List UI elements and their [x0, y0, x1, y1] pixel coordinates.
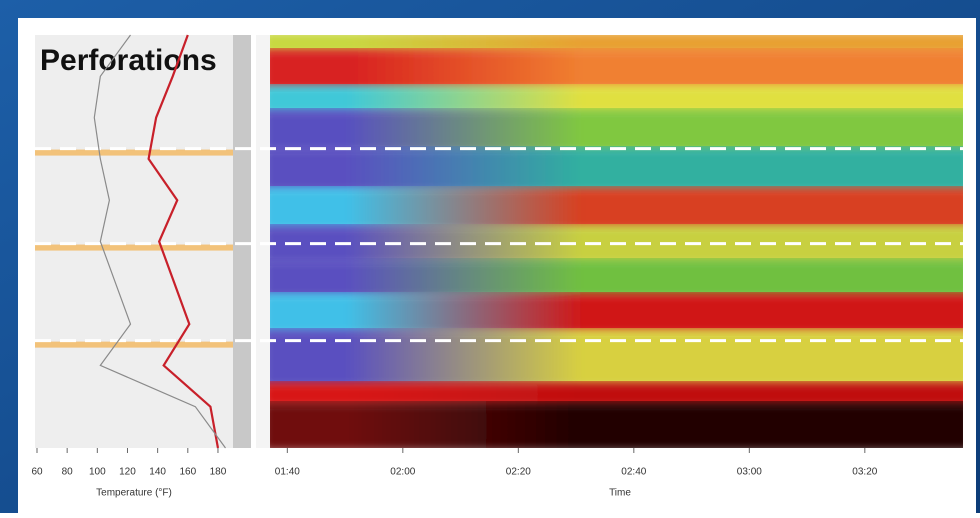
- chart-title: Perforations: [40, 44, 217, 77]
- divider: [256, 35, 270, 448]
- x-tick-label: 160: [179, 467, 196, 478]
- x-tick-label: 140: [149, 467, 166, 478]
- divider: [233, 35, 251, 448]
- x-tick-label: 03:00: [737, 467, 762, 478]
- x-tick-label: 02:00: [390, 467, 415, 478]
- heatmap: [262, 31, 972, 452]
- x-axis-label: Time: [609, 488, 631, 499]
- perforation-band: [35, 342, 233, 348]
- perforation-band: [35, 150, 233, 156]
- heat-band: [262, 401, 972, 452]
- x-tick-label: 120: [119, 467, 136, 478]
- x-tick-label: 60: [31, 467, 43, 478]
- perforation-band: [35, 245, 233, 251]
- x-axis-label: Temperature (°F): [96, 488, 172, 499]
- x-tick-label: 100: [89, 467, 106, 478]
- x-tick-label: 03:20: [852, 467, 877, 478]
- slide: Perforations Temperature (°F) Time 60 80 1…: [0, 0, 980, 513]
- x-tick-label: 02:20: [506, 467, 531, 478]
- x-tick-label: 180: [210, 467, 227, 478]
- x-tick-label: 80: [62, 467, 74, 478]
- x-tick-label: 02:40: [621, 467, 646, 478]
- heat-band: [262, 328, 972, 389]
- profile-plot: [35, 35, 233, 448]
- x-tick-label: 01:40: [275, 467, 300, 478]
